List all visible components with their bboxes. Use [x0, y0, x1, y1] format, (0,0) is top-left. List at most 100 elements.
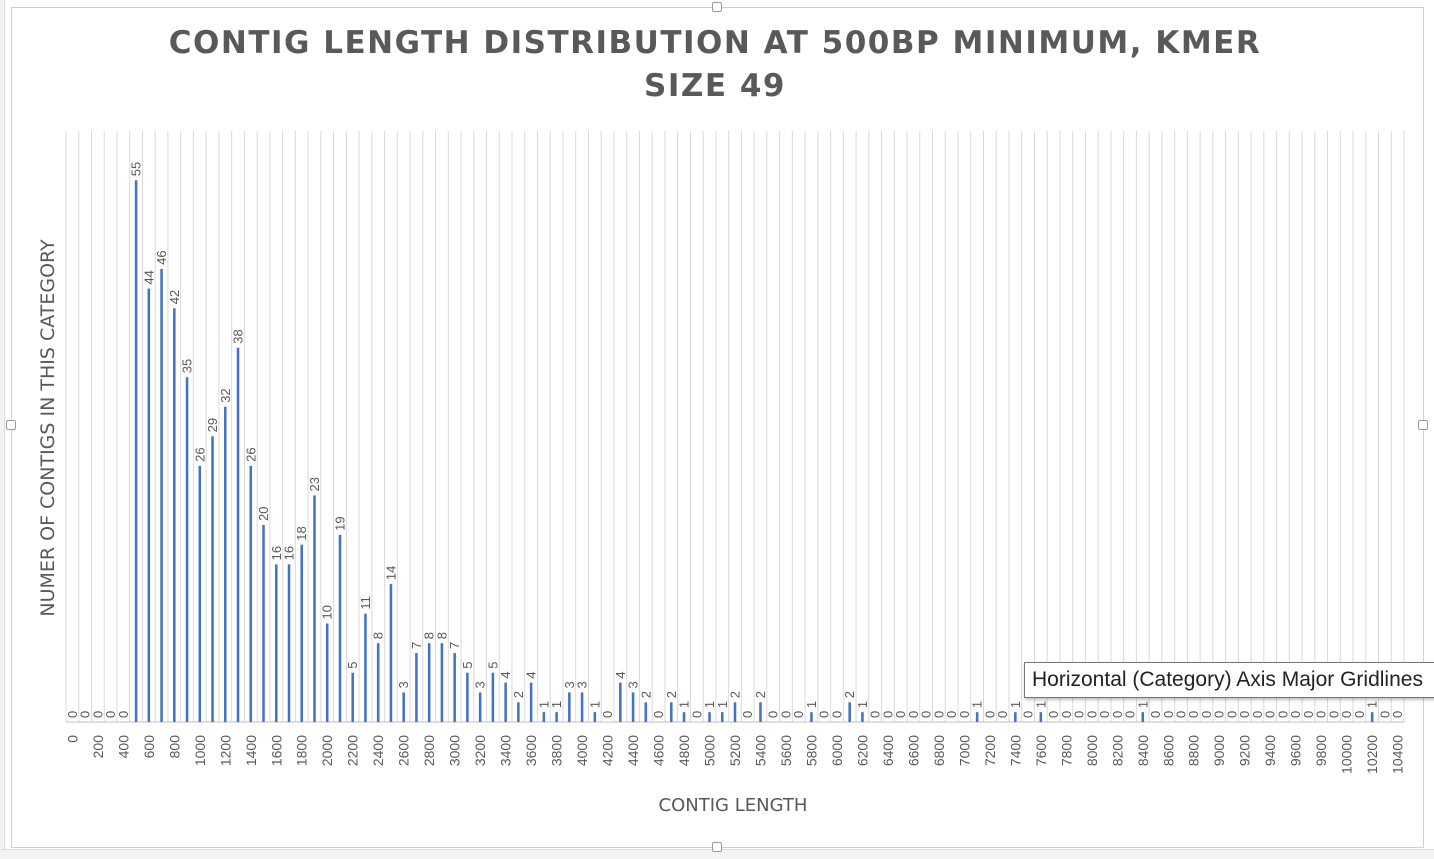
x-tick-label: 10400 [1390, 735, 1406, 774]
x-tick-label: 9800 [1313, 735, 1329, 766]
bar [415, 653, 418, 722]
data-label: 0 [778, 711, 793, 718]
bar [644, 702, 648, 722]
x-tick-label: 7200 [982, 735, 998, 766]
data-label: 0 [995, 711, 1010, 718]
data-label: 0 [103, 711, 118, 718]
data-label: 0 [893, 711, 908, 718]
bar [351, 672, 354, 722]
data-label: 0 [1377, 711, 1392, 718]
data-label: 0 [1288, 711, 1303, 718]
bar [1014, 712, 1017, 722]
x-tick-label: 6000 [829, 735, 845, 766]
bar [708, 712, 711, 722]
bar [338, 534, 342, 722]
data-label: 0 [868, 711, 883, 718]
x-tick-label: 5200 [727, 735, 743, 766]
bar [440, 643, 444, 722]
data-label: 8 [371, 632, 386, 639]
bar [720, 712, 724, 722]
chart-title[interactable]: CONTIG LENGTH DISTRIBUTION AT 500BP MINI… [168, 25, 1262, 104]
resize-handle-right[interactable] [1418, 420, 1428, 430]
bar [453, 653, 456, 722]
bar [555, 712, 558, 722]
data-label: 26 [192, 447, 207, 461]
data-label: 2 [728, 691, 743, 698]
data-label: 3 [396, 681, 411, 688]
data-label: 0 [1263, 711, 1278, 718]
data-label: 3 [575, 681, 590, 688]
x-tick-label: 9600 [1288, 735, 1304, 766]
x-tick-label: 8400 [1135, 735, 1151, 766]
x-tick-label: 2600 [396, 735, 412, 766]
data-label: 0 [791, 711, 806, 718]
data-label: 18 [294, 526, 309, 540]
bar [236, 347, 240, 722]
data-label: 1 [1033, 701, 1048, 708]
data-label: 11 [358, 596, 373, 610]
bar [593, 712, 597, 722]
data-label: 0 [829, 711, 844, 718]
bar [262, 525, 265, 722]
resize-handle-bottom[interactable] [712, 842, 722, 852]
x-tick-label: 5400 [752, 735, 768, 766]
bar [364, 613, 367, 722]
data-label: 3 [626, 681, 641, 688]
bar [185, 377, 189, 722]
data-label: 10 [320, 605, 335, 619]
resize-handle-top[interactable] [712, 2, 722, 12]
data-label: 0 [1199, 711, 1214, 718]
data-label: 0 [600, 711, 615, 718]
bar [975, 712, 979, 722]
bar [402, 692, 405, 722]
bar [466, 672, 469, 722]
x-tick-label: 6600 [905, 735, 921, 766]
bar [631, 692, 635, 722]
data-label: 0 [944, 711, 959, 718]
data-label: 0 [766, 711, 781, 718]
x-tick-label: 9200 [1237, 735, 1253, 766]
data-label: 4 [498, 671, 513, 678]
data-label: 4 [613, 671, 628, 678]
data-label: 0 [1250, 711, 1265, 718]
bar [542, 712, 546, 722]
data-label: 0 [1072, 711, 1087, 718]
data-label: 1 [1008, 701, 1023, 708]
bar [517, 702, 520, 722]
x-tick-label: 3200 [472, 735, 488, 766]
x-tick-label: 0 [64, 735, 80, 743]
data-label: 0 [116, 711, 131, 718]
data-label: 5 [485, 662, 500, 669]
data-label: 1 [702, 701, 717, 708]
data-label: 1 [1365, 701, 1380, 708]
data-label: 16 [282, 546, 297, 560]
bar [274, 564, 278, 722]
x-axis-title[interactable]: CONTIG LENGTH [658, 795, 808, 816]
x-tick-label: 600 [141, 735, 157, 759]
data-label: 3 [473, 681, 488, 688]
bar [682, 712, 686, 722]
data-label: 2 [638, 691, 653, 698]
resize-handle-left[interactable] [6, 420, 16, 430]
data-label: 35 [180, 359, 195, 373]
x-tick-label: 2400 [370, 735, 386, 766]
data-label: 42 [167, 290, 182, 304]
data-label: 0 [1174, 711, 1189, 718]
data-label: 32 [218, 388, 233, 402]
data-label: 0 [931, 711, 946, 718]
x-tick-label: 7000 [956, 735, 972, 766]
data-label: 26 [243, 447, 258, 461]
data-label: 2 [842, 691, 857, 698]
bar [810, 712, 813, 722]
bar [491, 672, 495, 722]
bar [759, 702, 762, 722]
x-tick-label: 3400 [498, 735, 514, 766]
x-tick-label: 1800 [294, 735, 310, 766]
x-tick-label: 4000 [574, 735, 590, 766]
data-label: 1 [536, 701, 551, 708]
data-label: 1 [587, 701, 602, 708]
x-tick-label: 1000 [192, 735, 208, 766]
y-axis-title[interactable]: NUMER OF CONTIGS IN THIS CATEGORY [37, 239, 59, 617]
data-label: 7 [409, 642, 424, 649]
